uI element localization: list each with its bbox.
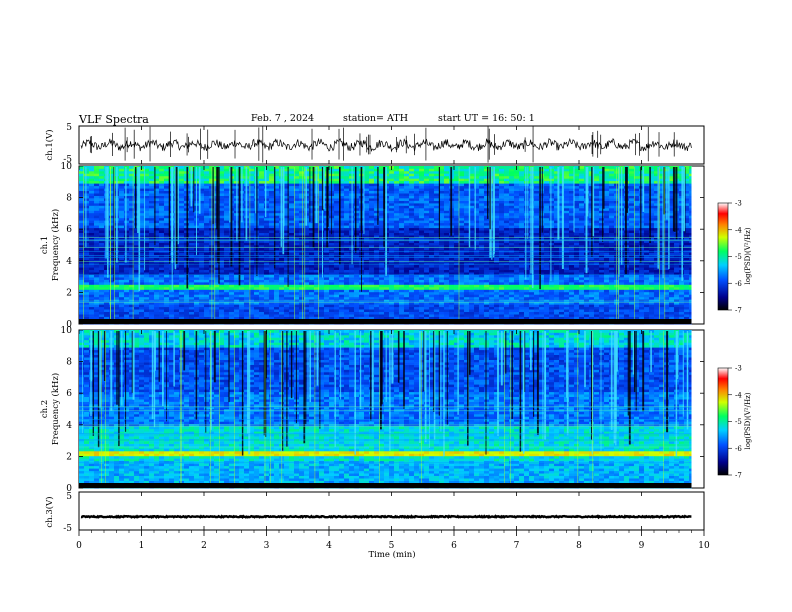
ch1-wave-trace xyxy=(80,137,692,153)
x-tick-label-9: 9 xyxy=(639,541,645,551)
x-tick-label-10: 10 xyxy=(698,541,710,551)
ch3-wave-trace xyxy=(80,514,692,520)
ch1-frame xyxy=(78,125,705,165)
ch1-panel: 5 -5 ch.1(V) xyxy=(44,123,705,165)
ch1-ytick-5: 5 xyxy=(66,123,72,133)
ch1-colorbar: log(PSD)(V²/Hz) -3 -4 -5 -6 -7 xyxy=(717,200,752,315)
chart-title: VLF Spectra xyxy=(79,113,149,126)
ch1-colorbar-label: log(PSD)(V²/Hz) xyxy=(744,227,752,284)
cb2-tick-3: -6 xyxy=(735,445,742,453)
ch1-waveform xyxy=(80,125,692,163)
x-tick-label-1: 1 xyxy=(139,541,145,551)
ch1-spec-ylabel: Frequency (kHz) xyxy=(50,209,61,281)
ch2-spectrogram xyxy=(79,330,704,489)
ch3-ylabel: ch.3(V) xyxy=(44,496,55,527)
x-tick-label-4: 4 xyxy=(326,541,332,551)
cb2-tick-4: -7 xyxy=(735,472,742,480)
ch2-colorbar: log(PSD)(V²/Hz) -3 -4 -5 -6 -7 xyxy=(717,365,752,480)
ch1-spec-ylabel-top: ch.1 xyxy=(40,236,50,254)
cb2-tick-1: -4 xyxy=(735,391,742,399)
ch1-spectrogram xyxy=(79,166,704,325)
x-tick-label-0: 0 xyxy=(76,541,82,551)
ch1-ytick-neg5: -5 xyxy=(63,155,72,165)
ch2-spectrogram-panel: 0 2 4 6 8 10 ch.2 Frequency (kHz) xyxy=(40,326,705,494)
ch1-ylabel: ch.1(V) xyxy=(44,129,55,160)
ch1-spec-ytick-4: 8 xyxy=(66,194,72,204)
x-tick-label-7: 7 xyxy=(514,541,520,551)
ch2-spec-ytick-0: 0 xyxy=(66,484,72,494)
ch3-ytick-5: 5 xyxy=(66,492,72,502)
ch3-ytick-neg5: -5 xyxy=(63,524,72,534)
ch2-spec-ytick-1: 2 xyxy=(66,452,72,462)
ch2-spec-ytick-4: 8 xyxy=(66,358,72,368)
ch1-spec-ytick-2: 4 xyxy=(66,257,72,267)
ch2-spec-ylabel-top: ch.2 xyxy=(40,400,50,418)
start-time-label: start UT = 16: 50: 1 xyxy=(438,113,535,124)
x-tick-label-3: 3 xyxy=(264,541,270,551)
ch1-spec-ytick-0: 0 xyxy=(66,320,72,330)
x-tick-label-6: 6 xyxy=(451,541,457,551)
ch2-spec-ytick-5: 10 xyxy=(61,326,73,336)
ch2-colorbar-scale xyxy=(717,367,729,476)
cb1-tick-3: -6 xyxy=(735,280,742,288)
ch2-spec-ytick-2: 4 xyxy=(66,421,72,431)
ch1-spec-ytick-1: 2 xyxy=(66,288,72,298)
x-tick-label-8: 8 xyxy=(576,541,582,551)
cb1-tick-1: -4 xyxy=(735,226,742,234)
cb1-tick-0: -3 xyxy=(735,200,742,208)
ch2-colorbar-label: log(PSD)(V²/Hz) xyxy=(744,392,752,449)
ch1-spec-ytick-5: 10 xyxy=(61,162,73,172)
cb1-tick-4: -7 xyxy=(735,307,742,315)
ch1-spec-ytick-3: 6 xyxy=(66,225,72,235)
station-label: station= ATH xyxy=(343,113,408,124)
cb2-tick-2: -5 xyxy=(735,418,742,426)
ch2-spec-ytick-3: 6 xyxy=(66,389,72,399)
ch3-panel: 5 -5 ch.3(V) xyxy=(44,491,705,534)
ch3-frame xyxy=(78,491,705,531)
ch1-colorbar-scale xyxy=(717,202,729,311)
ch3-waveform xyxy=(80,514,692,520)
cb1-tick-2: -5 xyxy=(735,253,742,261)
ch2-spec-ylabel: Frequency (kHz) xyxy=(50,373,61,445)
date-label: Feb. 7 , 2024 xyxy=(251,113,315,124)
x-axis-label: Time (min) xyxy=(368,549,415,560)
cb2-tick-0: -3 xyxy=(735,365,742,373)
x-axis: 0 1 2 3 4 5 6 7 8 9 10 xyxy=(76,126,710,551)
ch1-spectrogram-panel: 0 2 4 6 8 10 ch.1 Frequency (kHz) xyxy=(40,162,705,330)
x-tick-label-2: 2 xyxy=(201,541,207,551)
x-tick-label-5: 5 xyxy=(389,541,395,551)
